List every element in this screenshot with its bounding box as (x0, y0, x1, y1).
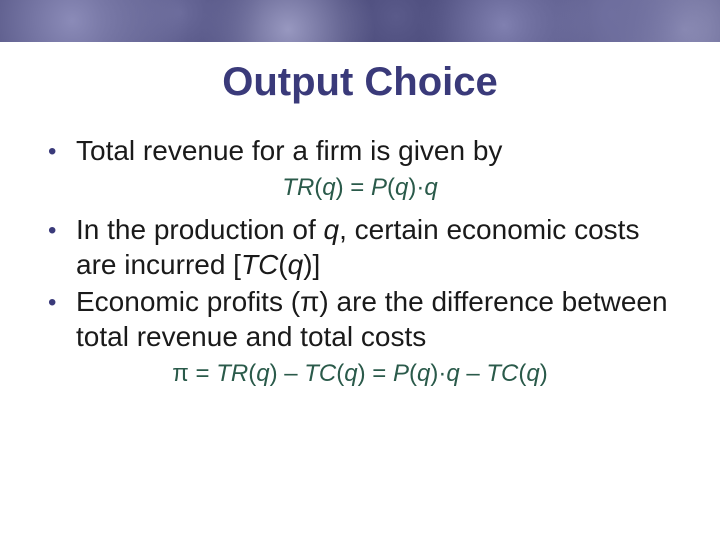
bullet-dot-icon: • (48, 284, 76, 318)
slide-title: Output Choice (0, 60, 720, 105)
bullet-item: •Total revenue for a firm is given by (48, 133, 672, 168)
bullet-text: Total revenue for a firm is given by (76, 133, 672, 168)
bullet-dot-icon: • (48, 212, 76, 246)
bullet-dot-icon: • (48, 133, 76, 167)
bullet-item: •Economic profits (π) are the difference… (48, 284, 672, 354)
decorative-banner (0, 0, 720, 42)
bullet-text: In the production of q, certain economic… (76, 212, 672, 282)
formula-text: TR(q) = P(q)·q (48, 174, 672, 202)
bullet-item: •In the production of q, certain economi… (48, 212, 672, 282)
formula-text: π = TR(q) – TC(q) = P(q)·q – TC(q) (48, 360, 672, 388)
slide-body: •Total revenue for a firm is given byTR(… (0, 105, 720, 388)
bullet-text: Economic profits (π) are the difference … (76, 284, 672, 354)
